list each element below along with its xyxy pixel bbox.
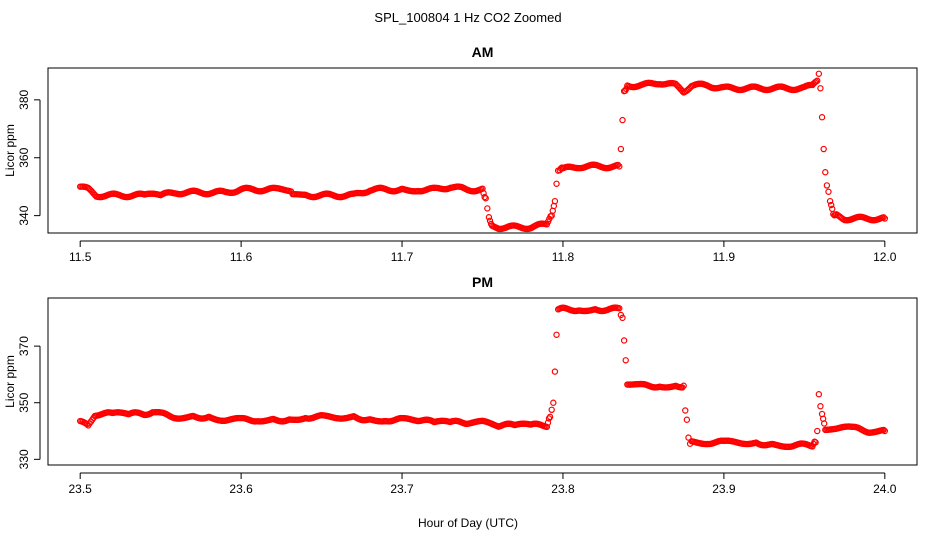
data-point bbox=[485, 214, 493, 221]
figure-title: SPL_100804 1 Hz CO2 Zoomed bbox=[374, 10, 561, 25]
data-point bbox=[823, 182, 831, 189]
panel-pm: PM 23.5 23.6 23.7 23.8 23.9 24.0 330 350 370Licor… bbox=[3, 274, 918, 496]
data-point bbox=[825, 188, 832, 195]
y-tick-label: 370 bbox=[17, 336, 31, 356]
data-point bbox=[619, 314, 626, 322]
panel-am: AM 11.5 11.6 11.7 11.8 11.9 12.0 340 360 380Licor… bbox=[3, 44, 918, 264]
data-point bbox=[880, 214, 887, 221]
data-point bbox=[827, 201, 835, 209]
data-point bbox=[543, 423, 551, 431]
data-point bbox=[619, 116, 626, 124]
x-tick-label: 11.6 bbox=[230, 250, 253, 264]
data-point bbox=[683, 416, 691, 423]
data-point bbox=[546, 413, 554, 421]
y-tick-label: 340 bbox=[17, 205, 31, 225]
data-point bbox=[815, 70, 823, 77]
x-tick-label: 12.0 bbox=[873, 250, 897, 264]
plot-frame bbox=[47, 67, 918, 234]
x-tick-label: 23.8 bbox=[551, 482, 575, 496]
plot-frame bbox=[47, 297, 918, 466]
data-point bbox=[680, 382, 687, 389]
data-point bbox=[818, 114, 826, 121]
y-tick-label: 360 bbox=[17, 147, 31, 167]
x-tick-label: 23.9 bbox=[712, 482, 736, 496]
data-point bbox=[481, 193, 488, 201]
x-tick-label: 23.6 bbox=[229, 482, 253, 496]
x-tick-label: 23.5 bbox=[69, 482, 93, 496]
data-point bbox=[682, 407, 689, 414]
x-tick-label: 11.7 bbox=[391, 250, 414, 264]
data-point bbox=[548, 406, 555, 414]
data-point bbox=[881, 215, 889, 222]
x-tick-label: 11.5 bbox=[69, 250, 92, 264]
data-point bbox=[553, 180, 560, 187]
data-point bbox=[817, 403, 824, 410]
x-axis-label: Hour of Day (UTC) bbox=[418, 516, 518, 530]
data-point bbox=[820, 145, 827, 153]
y-axis-label: Licor ppm bbox=[3, 355, 17, 408]
y-tick-label: 350 bbox=[17, 392, 31, 412]
data-point bbox=[616, 305, 623, 312]
x-tick-label: 11.8 bbox=[552, 250, 575, 264]
x-tick-label: 24.0 bbox=[873, 482, 897, 496]
data-point bbox=[814, 77, 821, 84]
x-tick-label: 11.9 bbox=[713, 250, 736, 264]
data-point bbox=[815, 391, 823, 398]
data-point bbox=[822, 169, 829, 176]
data-point bbox=[614, 161, 622, 169]
data-point bbox=[622, 357, 629, 364]
data-point bbox=[484, 205, 491, 212]
y-tick-label: 380 bbox=[17, 90, 31, 110]
data-point bbox=[544, 419, 552, 426]
y-axis-label: Licor ppm bbox=[3, 124, 17, 177]
data-point bbox=[820, 420, 828, 427]
data-series bbox=[76, 304, 889, 451]
data-point bbox=[817, 85, 824, 92]
y-tick-label: 330 bbox=[17, 449, 31, 469]
data-point bbox=[685, 434, 692, 441]
panel-title: AM bbox=[472, 44, 494, 60]
data-point bbox=[616, 163, 623, 170]
data-point bbox=[880, 426, 887, 434]
data-point bbox=[553, 331, 560, 338]
x-tick-label: 23.7 bbox=[390, 482, 414, 496]
data-point bbox=[551, 368, 559, 375]
data-point bbox=[881, 427, 889, 435]
data-point bbox=[812, 439, 819, 446]
data-point bbox=[550, 399, 557, 406]
panel-title: PM bbox=[472, 274, 493, 290]
data-point bbox=[620, 337, 628, 344]
data-point bbox=[617, 145, 625, 153]
data-point bbox=[482, 195, 489, 202]
data-point bbox=[826, 197, 834, 205]
data-series bbox=[76, 70, 889, 233]
data-point bbox=[480, 190, 487, 197]
data-point bbox=[551, 197, 559, 205]
data-point bbox=[814, 427, 821, 435]
